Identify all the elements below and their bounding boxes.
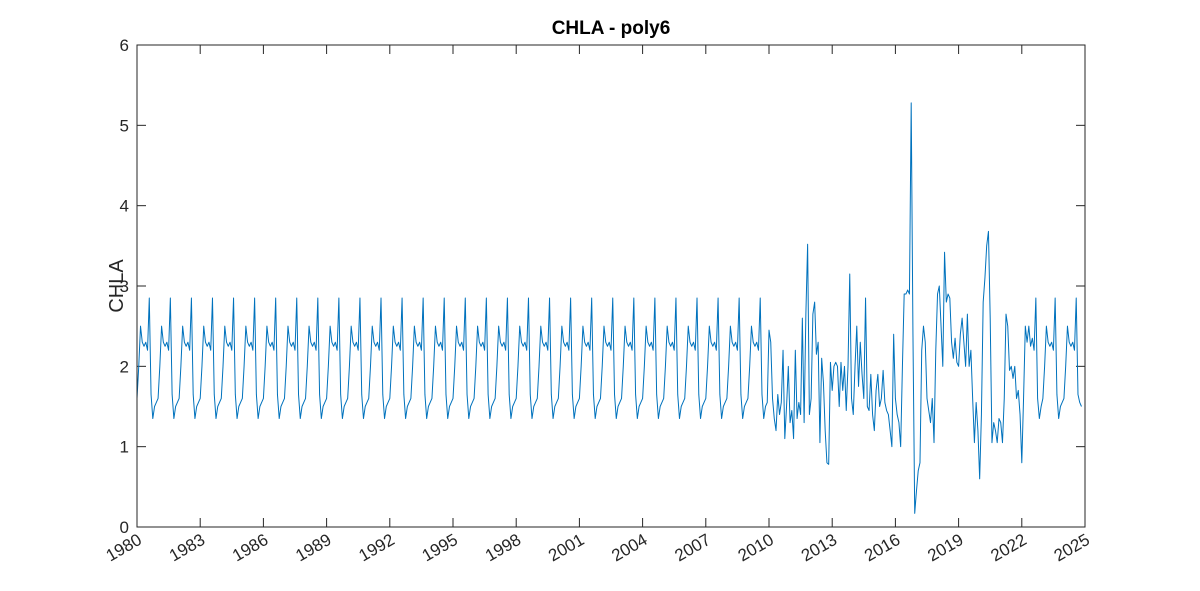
y-axis-label: CHLA xyxy=(106,259,128,313)
axes-box xyxy=(136,44,1086,528)
y-tick-label: 3 xyxy=(120,277,129,296)
y-tick-label: 4 xyxy=(120,197,129,216)
data-line xyxy=(136,102,1082,514)
y-tick-label: 0 xyxy=(120,518,129,537)
y-tick-label: 5 xyxy=(120,116,129,135)
y-tick-label: 1 xyxy=(120,438,129,457)
y-tick-label: 2 xyxy=(120,357,129,376)
chart-title: CHLA - poly6 xyxy=(552,18,671,39)
y-tick-label: 6 xyxy=(120,36,129,55)
